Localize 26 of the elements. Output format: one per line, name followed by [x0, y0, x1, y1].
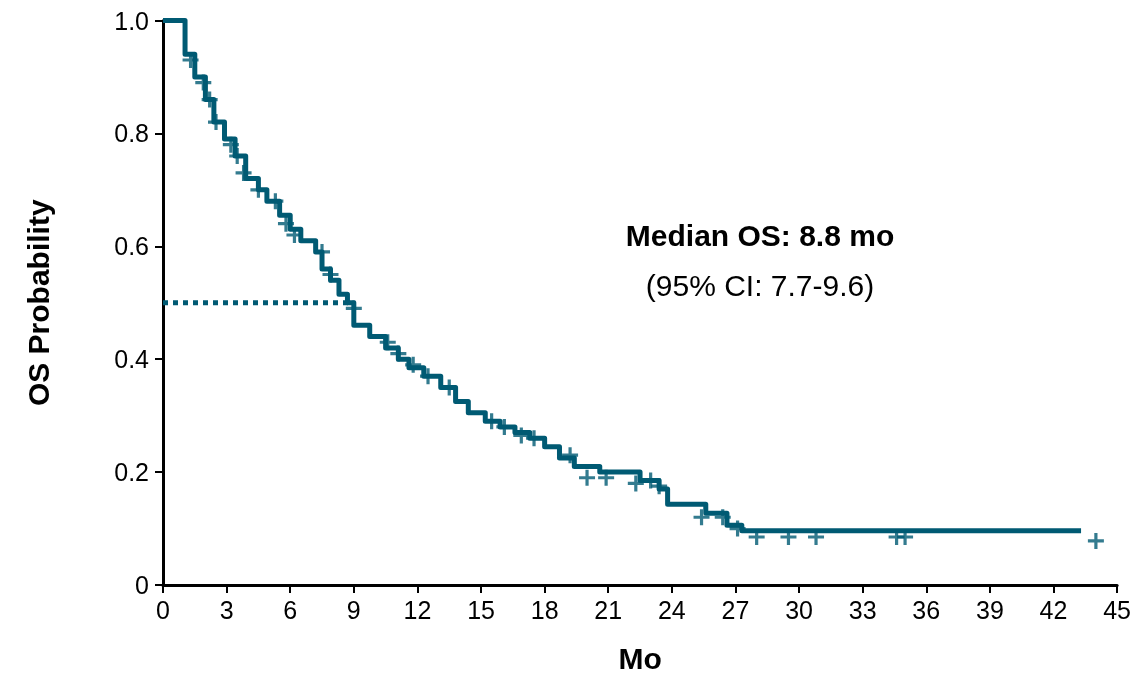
- x-tick-label: 0: [156, 595, 170, 624]
- x-tick-label: 21: [594, 595, 623, 624]
- x-tick-label: 18: [530, 595, 559, 624]
- y-tick-label: 0: [135, 571, 149, 599]
- y-tick-label: 0.2: [114, 458, 149, 487]
- x-tick-label: 27: [721, 595, 750, 624]
- x-tick-label: 3: [219, 595, 234, 624]
- x-tick-label: 12: [403, 595, 432, 624]
- x-tick-label: 6: [283, 595, 298, 624]
- x-tick-label: 36: [912, 595, 941, 624]
- y-tick-label: 1.0: [114, 6, 149, 35]
- annotation: (95% CI: 7.7-9.6): [645, 268, 875, 302]
- x-tick-label: 33: [848, 595, 877, 624]
- x-tick-label: 30: [785, 595, 813, 624]
- y-axis-title: OS Probability: [21, 199, 55, 407]
- x-tick-label: 45: [1103, 595, 1131, 624]
- x-tick-label: 42: [1039, 595, 1068, 624]
- x-tick-label: 15: [467, 595, 495, 624]
- x-tick-label: 24: [657, 595, 686, 624]
- y-tick-label: 0.4: [114, 345, 150, 374]
- x-tick-label: 39: [975, 595, 1004, 624]
- annotation: Median OS: 8.8 mo: [625, 218, 895, 252]
- x-axis-title: Mo: [618, 641, 662, 675]
- y-tick-label: 0.6: [114, 232, 149, 261]
- x-tick-label: 9: [346, 595, 361, 624]
- y-tick-label: 0.8: [114, 119, 149, 148]
